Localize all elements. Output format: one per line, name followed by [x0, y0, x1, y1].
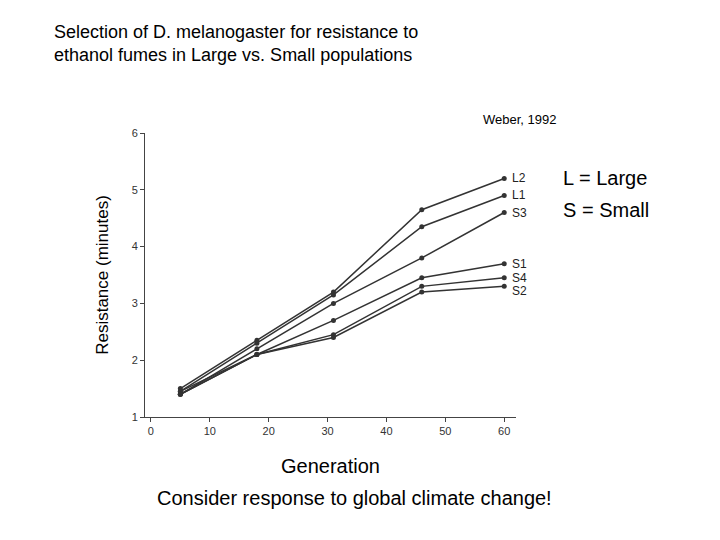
svg-text:Generation: Generation [281, 455, 380, 477]
svg-text:S3: S3 [512, 206, 527, 220]
svg-text:Selection of D. melanogaster f: Selection of D. melanogaster for resista… [54, 22, 418, 65]
svg-text:10: 10 [204, 425, 216, 437]
svg-text:1: 1 [132, 411, 138, 423]
svg-text:Weber, 1992: Weber, 1992 [483, 112, 556, 127]
svg-text:0: 0 [148, 425, 154, 437]
svg-text:S1: S1 [512, 257, 527, 271]
svg-text:5: 5 [132, 184, 138, 196]
svg-text:L2: L2 [512, 171, 526, 185]
svg-text:S4: S4 [512, 271, 527, 285]
svg-text:S = Small: S = Small [563, 199, 649, 221]
svg-text:4: 4 [132, 240, 138, 252]
svg-text:20: 20 [263, 425, 275, 437]
svg-text:60: 60 [498, 425, 510, 437]
svg-text:3: 3 [132, 297, 138, 309]
svg-text:Consider response to global cl: Consider response to global climate chan… [157, 487, 552, 509]
svg-text:L1: L1 [512, 188, 526, 202]
svg-text:S2: S2 [512, 284, 527, 298]
svg-text:30: 30 [321, 425, 333, 437]
svg-text:L = Large: L = Large [563, 167, 647, 189]
svg-text:50: 50 [439, 425, 451, 437]
svg-text:Resistance (minutes): Resistance (minutes) [93, 195, 112, 355]
svg-text:40: 40 [380, 425, 392, 437]
svg-text:6: 6 [132, 127, 138, 139]
svg-text:2: 2 [132, 354, 138, 366]
